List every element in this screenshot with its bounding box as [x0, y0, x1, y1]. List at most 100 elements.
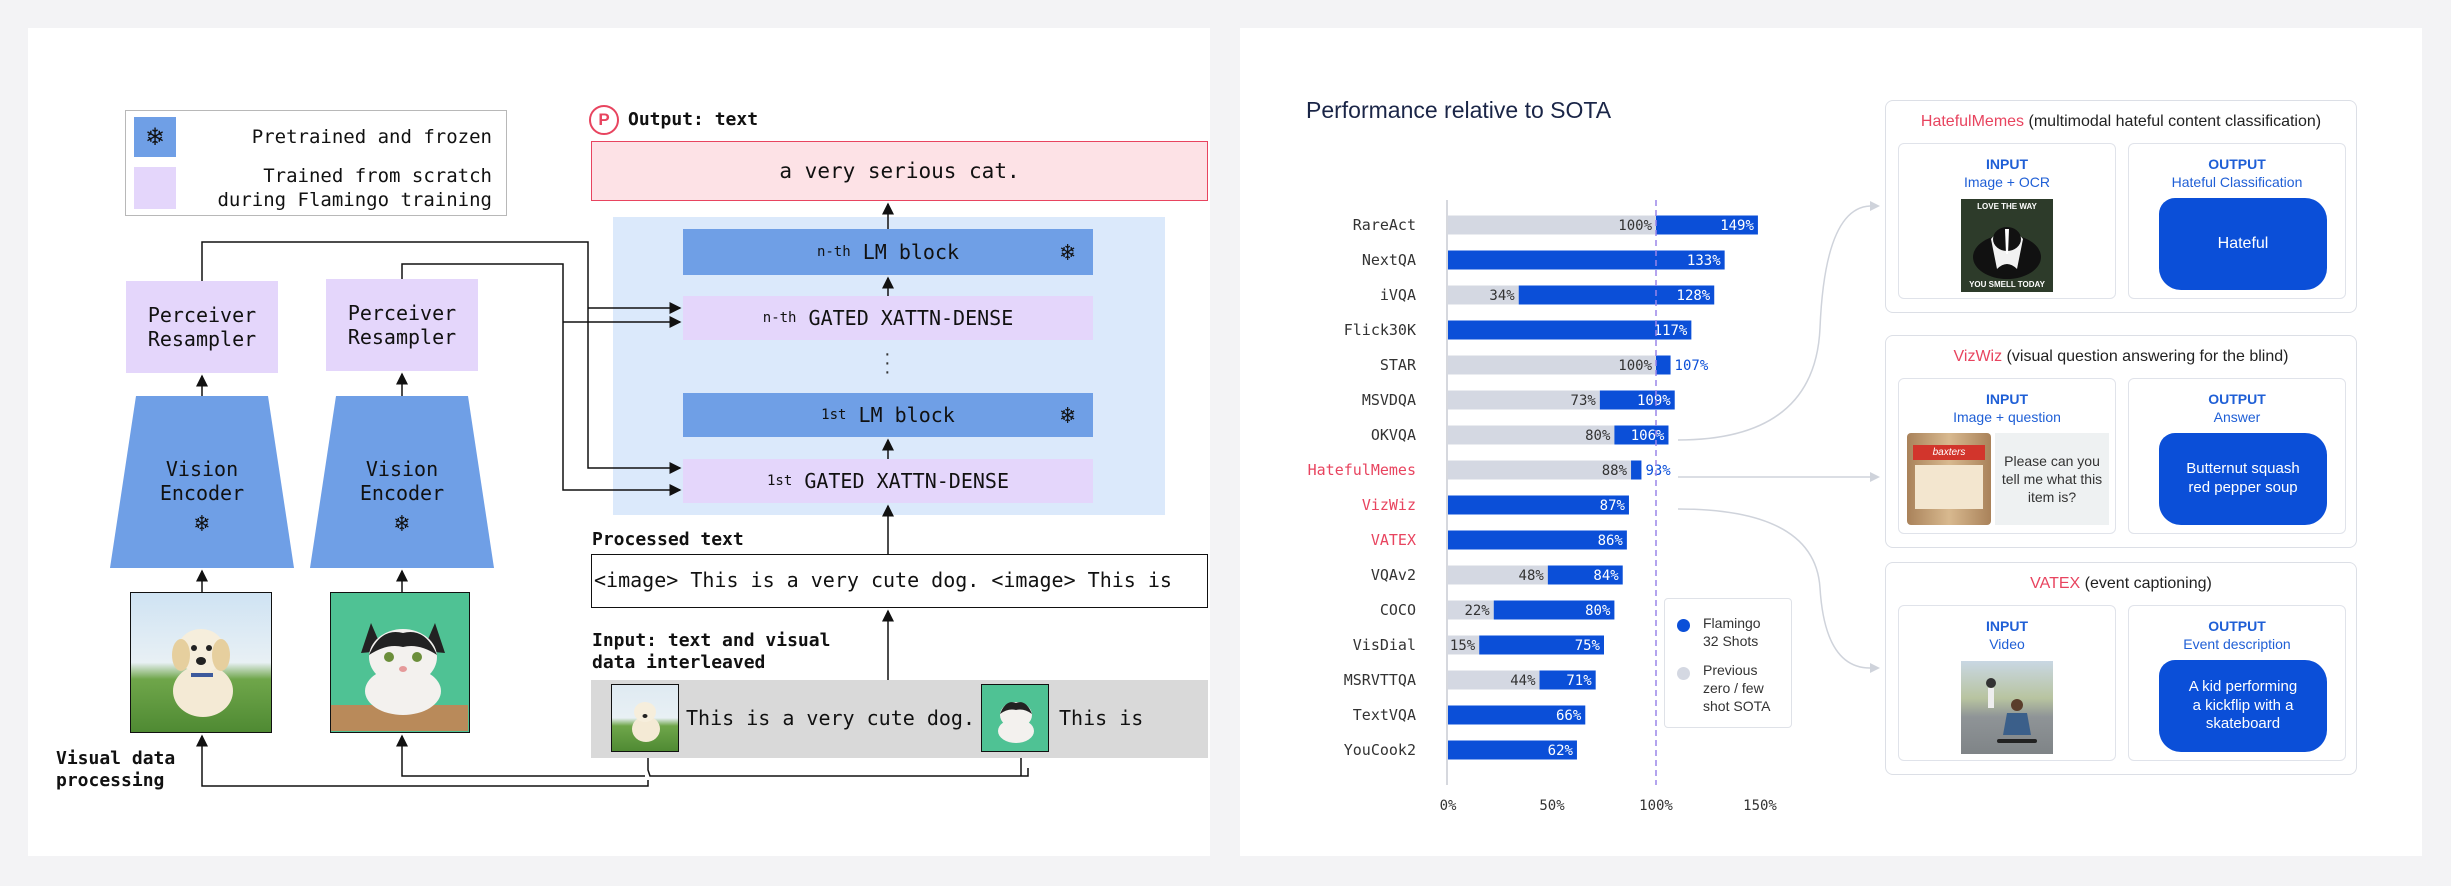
category-label: Flick30K: [1344, 321, 1416, 339]
frozen-swatch: ❄: [134, 117, 176, 157]
x-tick-label: 50%: [1539, 798, 1565, 814]
vatex-output: OUTPUT Event description A kid performin…: [2128, 605, 2346, 761]
snowflake-icon: ❄: [1060, 401, 1075, 429]
input-dog-thumb: [611, 684, 679, 752]
legend-frozen-label: Pretrained and frozen: [251, 126, 492, 148]
vision-encoder-2: Vision Encoder ❄: [359, 457, 445, 537]
flamingo-bar: [1479, 635, 1604, 655]
flamingo-bar: [1518, 285, 1715, 305]
flamingo-label: 75%: [1575, 638, 1601, 654]
x-tick-label: 100%: [1639, 798, 1673, 814]
previous-sota-label: 44%: [1510, 673, 1536, 689]
meme-image: LOVE THE WAY YOU SMELL TODAY: [1961, 199, 2053, 292]
gated-xattn-1st: 1st GATED XATTN-DENSE: [683, 459, 1093, 503]
flamingo-bar: [1448, 320, 1692, 340]
flamingo-label: 80%: [1585, 603, 1611, 619]
previous-sota-label: 15%: [1450, 638, 1476, 654]
previous-sota-label: 34%: [1489, 288, 1515, 304]
input-label: Input: text and visual data interleaved: [592, 630, 831, 673]
lm-block-1st: 1st LM block ❄: [683, 393, 1093, 437]
flamingo-label: 149%: [1720, 218, 1754, 234]
flamingo-label: 128%: [1677, 288, 1711, 304]
vizwiz-input: INPUT Image + question baxters Please ca…: [1898, 378, 2116, 534]
category-label: iVQA: [1380, 286, 1416, 304]
flamingo-bar: [1493, 600, 1615, 620]
x-tick-label: 150%: [1743, 798, 1777, 814]
previous-sota-label: 73%: [1571, 393, 1597, 409]
x-tick-label: 0%: [1440, 798, 1457, 814]
flamingo-bar: [1539, 670, 1596, 690]
previous-sota-label: 100%: [1618, 218, 1652, 234]
snowflake-icon: ❄: [194, 509, 210, 537]
flamingo-bar: [1448, 530, 1627, 550]
snowflake-icon: ❄: [144, 123, 166, 151]
lm-block-nth: n-th LM block ❄: [683, 229, 1093, 275]
vatex-card-title: VATEX (event captioning): [2030, 575, 2212, 592]
flamingo-label: 93%: [1645, 463, 1671, 479]
legend-dot-previous: [1677, 667, 1690, 680]
previous-sota-bar: [1448, 670, 1540, 690]
flamingo-label: 66%: [1556, 708, 1582, 724]
category-label: YouCook2: [1344, 741, 1416, 759]
category-label: VizWiz: [1362, 496, 1416, 514]
hatefulmemes-answer: Hateful: [2159, 198, 2327, 290]
previous-sota-label: 88%: [1602, 463, 1628, 479]
previous-sota-bar: [1448, 460, 1632, 480]
can-label: baxters: [1913, 445, 1985, 460]
previous-sota-bar: [1448, 355, 1656, 375]
previous-sota-label: 100%: [1618, 358, 1652, 374]
snowflake-icon: ❄: [1060, 238, 1075, 266]
flamingo-label: 117%: [1654, 323, 1688, 339]
input-strip: This is a very cute dog. This is: [591, 680, 1208, 758]
hatefulmemes-card: HatefulMemes (multimodal hateful content…: [1885, 100, 2357, 313]
category-label: MSVDQA: [1362, 391, 1416, 409]
previous-sota-bar: [1448, 285, 1519, 305]
output-text-box: a very serious cat.: [591, 141, 1208, 201]
flamingo-label: 62%: [1548, 743, 1574, 759]
flamingo-label: 84%: [1593, 568, 1619, 584]
category-label: VQAv2: [1371, 566, 1416, 584]
category-label: NextQA: [1362, 251, 1416, 269]
vizwiz-card-title: VizWiz (visual question answering for th…: [1953, 348, 2289, 365]
legend-label-previous: Previous zero / few shot SOTA: [1703, 662, 1771, 714]
can-label-panel: [1915, 465, 1983, 509]
chart-legend: Flamingo 32 Shots Previous zero / few sh…: [1664, 598, 1792, 728]
flamingo-label: 71%: [1566, 673, 1592, 689]
input-text-2: This is: [1059, 706, 1144, 730]
flamingo-label: 106%: [1631, 428, 1665, 444]
category-label: OKVQA: [1371, 426, 1416, 444]
output-icon: P: [589, 105, 619, 135]
dog-image: [130, 592, 272, 733]
performance-chart: RareAct 100% 149% NextQA 133% iVQA 34% 128% Flic…: [1308, 200, 1777, 814]
legend-label-flamingo: Flamingo 32 Shots: [1703, 615, 1761, 649]
previous-sota-label: 48%: [1519, 568, 1545, 584]
vizwiz-answer: Butternut squash red pepper soup: [2159, 433, 2327, 525]
category-label: VisDial: [1353, 636, 1416, 654]
legend-dot-flamingo: [1677, 619, 1690, 632]
input-cat-thumb: [981, 684, 1049, 752]
processed-text-label: Processed text: [592, 529, 744, 550]
processed-text-box: <image> This is a very cute dog. <image>…: [591, 554, 1208, 608]
flamingo-label: 86%: [1598, 533, 1624, 549]
legend-scratch-label: Trained from scratch during Flamingo tra…: [217, 165, 492, 211]
flamingo-bar: [1614, 425, 1669, 445]
visual-data-label: Visual data processing: [56, 748, 176, 791]
category-label: RareAct: [1353, 216, 1416, 234]
dog-illustration: [172, 629, 233, 717]
vatex-answer: A kid performing a kickflip with a skate…: [2159, 660, 2327, 752]
architecture-panel: ❄ Pretrained and frozen Trained from scr…: [28, 28, 1210, 856]
hatefulmemes-input: INPUT Image + OCR LOVE THE WAY YOU SMELL…: [1898, 143, 2116, 299]
meme-top-text: LOVE THE WAY: [1977, 202, 2037, 211]
gated-xattn-nth: n-th GATED XATTN-DENSE: [683, 296, 1093, 340]
flamingo-bar: [1448, 495, 1629, 515]
meme-bottom-text: YOU SMELL TODAY: [1969, 280, 2045, 289]
flamingo-label: 87%: [1600, 498, 1626, 514]
vision-encoder-1: Vision Encoder ❄: [159, 457, 245, 537]
vizwiz-card: VizWiz (visual question answering for th…: [1885, 335, 2357, 548]
hatefulmemes-card-title: HatefulMemes (multimodal hateful content…: [1920, 113, 2322, 130]
flamingo-bar: [1656, 355, 1671, 375]
previous-sota-label: 80%: [1585, 428, 1611, 444]
chart-title: Performance relative to SOTA: [1306, 97, 1612, 123]
vatex-card: VATEX (event captioning) INPUT Video OUT…: [1885, 562, 2357, 775]
snowflake-icon: ❄: [394, 509, 410, 537]
